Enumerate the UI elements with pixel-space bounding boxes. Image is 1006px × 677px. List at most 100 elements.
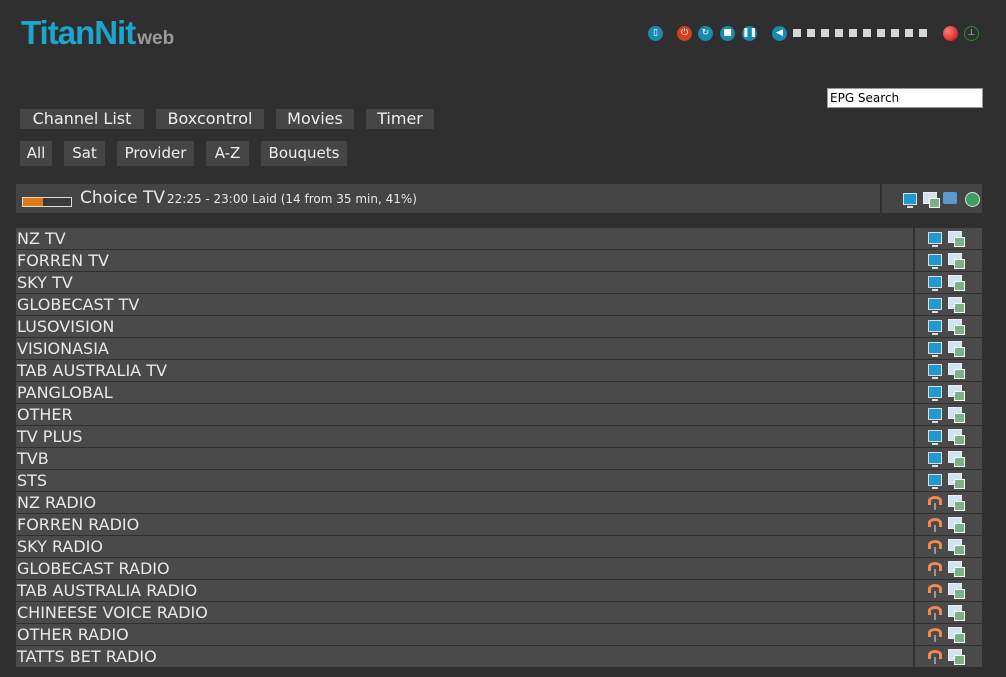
tv-stream-icon[interactable] (928, 430, 942, 445)
tv-stream-icon[interactable] (928, 474, 942, 489)
volume-step[interactable] (891, 29, 899, 37)
channel-row[interactable]: TAB AUSTRALIA RADIO (16, 580, 913, 601)
tv-stream-icon[interactable] (928, 276, 942, 291)
channel-row[interactable]: GLOBECAST TV (16, 294, 913, 315)
channel-actions (915, 426, 982, 447)
tv-stream-icon[interactable] (928, 408, 942, 423)
epg-search-input[interactable] (827, 88, 983, 108)
tv-stream-icon[interactable] (928, 452, 942, 467)
epg-list-icon[interactable] (948, 605, 965, 621)
epg-list-icon[interactable] (948, 517, 965, 533)
radio-stream-icon[interactable] (928, 562, 942, 576)
radio-stream-icon[interactable] (928, 628, 942, 642)
channel-row[interactable]: OTHER RADIO (16, 624, 913, 645)
channel-row[interactable]: PANGLOBAL (16, 382, 913, 403)
channel-row[interactable]: NZ RADIO (16, 492, 913, 513)
volume-icon[interactable]: ◀ (772, 26, 787, 41)
epg-list-icon[interactable] (948, 473, 965, 489)
epg-list-icon[interactable] (948, 627, 965, 643)
filter-a-z[interactable]: A-Z (206, 141, 249, 166)
now-playing-bar: Choice TV 22:25 - 23:00 Laid (14 from 35… (16, 184, 880, 213)
channel-row[interactable]: CHINEESE VOICE RADIO (16, 602, 913, 623)
epg-list-icon[interactable] (948, 297, 965, 313)
volume-step[interactable] (919, 29, 927, 37)
current-program: 22:25 - 23:00 Laid (14 from 35 min, 41%) (167, 192, 417, 206)
epg-list-icon[interactable] (948, 385, 965, 401)
epg-list-icon[interactable] (948, 451, 965, 467)
tv-stream-icon[interactable] (928, 232, 942, 247)
tv-stream-icon[interactable] (928, 320, 942, 335)
filter-provider[interactable]: Provider (117, 141, 194, 166)
radio-stream-icon[interactable] (928, 584, 942, 598)
epg-list-icon[interactable] (948, 319, 965, 335)
tv-stream-icon[interactable] (928, 342, 942, 357)
pause-icon[interactable]: ❚❚ (742, 26, 757, 41)
radio-stream-icon[interactable] (928, 650, 942, 664)
channel-row[interactable]: OTHER (16, 404, 913, 425)
channel-row[interactable]: NZ TV (16, 228, 913, 249)
logo: TitanNit web (21, 14, 174, 52)
stream-tv-icon[interactable] (903, 193, 917, 208)
epg-list-icon[interactable] (948, 275, 965, 291)
filter-sat[interactable]: Sat (64, 141, 105, 166)
channel-actions (915, 250, 982, 271)
nav-timer[interactable]: Timer (366, 109, 434, 129)
nav-movies[interactable]: Movies (276, 109, 354, 129)
epg-list-icon[interactable] (948, 495, 965, 511)
channel-row[interactable]: GLOBECAST RADIO (16, 558, 913, 579)
volume-step[interactable] (793, 29, 801, 37)
channel-row[interactable]: TAB AUSTRALIA TV (16, 360, 913, 381)
epg-list-icon[interactable] (948, 561, 965, 577)
remote-icon[interactable]: ▯ (648, 26, 663, 41)
epg-list-icon[interactable] (948, 649, 965, 665)
tv-stream-icon[interactable] (928, 364, 942, 379)
filter-all[interactable]: All (20, 141, 52, 166)
epg-list-icon[interactable] (948, 341, 965, 357)
signal-icon[interactable]: ⊥ (964, 26, 979, 41)
epg-list-icon[interactable] (948, 231, 965, 247)
volume-step[interactable] (863, 29, 871, 37)
epg-list-icon[interactable] (948, 429, 965, 445)
channel-row[interactable]: VISIONASIA (16, 338, 913, 359)
channel-row[interactable]: LUSOVISION (16, 316, 913, 337)
radio-stream-icon[interactable] (928, 496, 942, 510)
tv-stream-icon[interactable] (928, 254, 942, 269)
epg-list-icon[interactable] (948, 363, 965, 379)
volume-step[interactable] (877, 29, 885, 37)
radio-stream-icon[interactable] (928, 606, 942, 620)
channel-row[interactable]: TVB (16, 448, 913, 469)
channel-actions (915, 272, 982, 293)
channel-row[interactable]: SKY TV (16, 272, 913, 293)
channel-row[interactable]: STS (16, 470, 913, 491)
radio-stream-icon[interactable] (928, 540, 942, 554)
channel-row[interactable]: SKY RADIO (16, 536, 913, 557)
nav-channel-list[interactable]: Channel List (20, 109, 144, 129)
channel-row[interactable]: TV PLUS (16, 426, 913, 447)
nav-boxcontrol[interactable]: Boxcontrol (156, 109, 264, 129)
channel-row[interactable]: TATTS BET RADIO (16, 646, 913, 667)
epg-list-icon[interactable] (923, 192, 940, 208)
epg-list-icon[interactable] (948, 539, 965, 555)
volume-step[interactable] (835, 29, 843, 37)
current-channel: Choice TV (80, 188, 165, 208)
volume-step[interactable] (821, 29, 829, 37)
filter-bouquets[interactable]: Bouquets (261, 141, 347, 166)
power-icon[interactable]: ⏻ (677, 26, 692, 41)
volume-step[interactable] (905, 29, 913, 37)
channel-actions (915, 360, 982, 381)
tv-stream-icon[interactable] (928, 386, 942, 401)
epg-list-icon[interactable] (948, 407, 965, 423)
record-icon[interactable] (943, 26, 958, 41)
radio-stream-icon[interactable] (928, 518, 942, 532)
refresh-icon[interactable]: ↻ (698, 26, 713, 41)
web-stream-icon[interactable] (943, 192, 957, 204)
volume-step[interactable] (849, 29, 857, 37)
stop-icon[interactable]: ■ (720, 26, 735, 41)
channel-row[interactable]: FORREN TV (16, 250, 913, 271)
globe-icon[interactable] (965, 192, 980, 207)
volume-step[interactable] (807, 29, 815, 37)
tv-stream-icon[interactable] (928, 298, 942, 313)
channel-row[interactable]: FORREN RADIO (16, 514, 913, 535)
epg-list-icon[interactable] (948, 253, 965, 269)
epg-list-icon[interactable] (948, 583, 965, 599)
